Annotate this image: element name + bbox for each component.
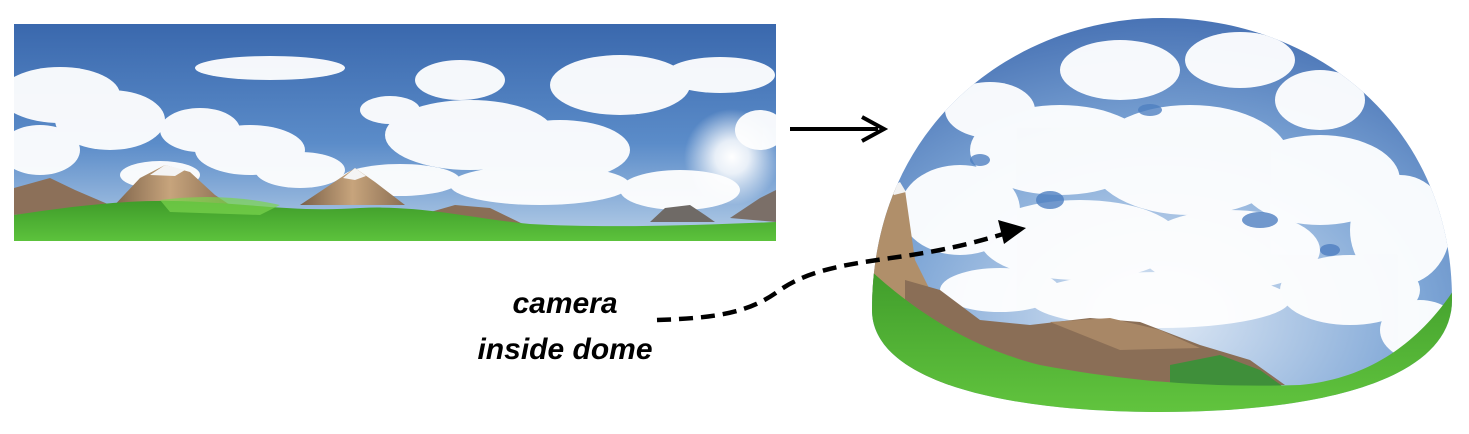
panorama-image [14,24,776,241]
dome-clouds [900,32,1452,360]
panorama-clouds [14,55,776,210]
arrow-right-icon [790,115,889,143]
dashed-arrow-icon [656,220,1026,323]
sky-dome [872,18,1452,412]
dome-grass [872,260,1452,412]
caption-line-2: inside dome [477,333,653,366]
dome-sky-gaps [970,104,1340,256]
caption-line-1: camera [512,287,618,320]
